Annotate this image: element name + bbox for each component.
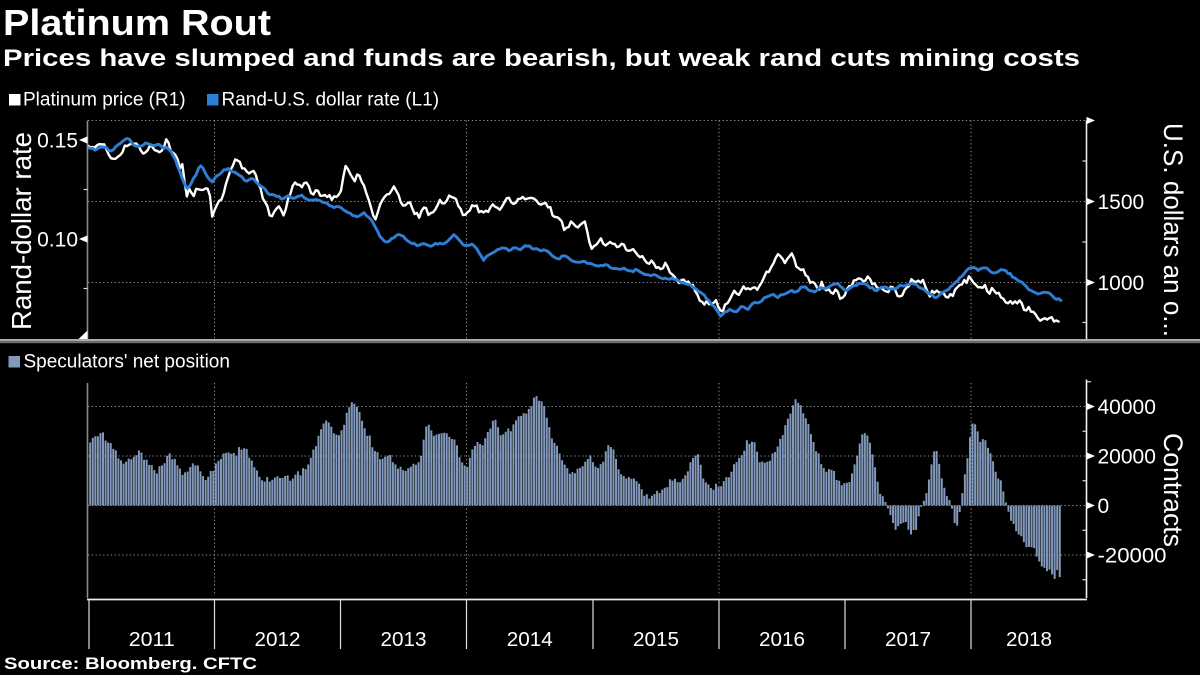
svg-text:2015: 2015 [633,629,679,651]
svg-text:U.S. dollars an o...: U.S. dollars an o... [1158,123,1188,337]
svg-text:20000: 20000 [1098,446,1156,469]
svg-text:0: 0 [1098,495,1110,518]
svg-text:Source: Bloomberg. CFTC: Source: Bloomberg. CFTC [4,654,257,673]
svg-text:2016: 2016 [759,629,805,651]
svg-text:0.15: 0.15 [37,130,78,153]
svg-text:Prices have slumped and funds: Prices have slumped and funds are bearis… [3,45,1080,72]
svg-text:Speculators' net position: Speculators' net position [24,352,230,373]
svg-text:2011: 2011 [129,629,175,651]
svg-text:-20000: -20000 [1098,545,1167,568]
svg-text:1000: 1000 [1098,272,1145,295]
svg-text:2017: 2017 [885,629,931,651]
svg-text:0.10: 0.10 [37,229,78,252]
svg-text:Platinum price (R1): Platinum price (R1) [23,90,186,111]
svg-text:Contracts: Contracts [1158,433,1188,547]
svg-text:2012: 2012 [255,629,301,651]
svg-text:40000: 40000 [1098,396,1156,419]
svg-text:Rand-dollar rate: Rand-dollar rate [6,132,37,330]
svg-text:Rand-U.S. dollar rate (L1): Rand-U.S. dollar rate (L1) [222,90,440,111]
svg-text:2013: 2013 [381,629,427,651]
svg-text:2014: 2014 [507,629,553,651]
svg-text:Platinum Rout: Platinum Rout [3,2,271,43]
svg-text:1500: 1500 [1098,191,1145,214]
svg-text:2018: 2018 [1006,629,1052,651]
